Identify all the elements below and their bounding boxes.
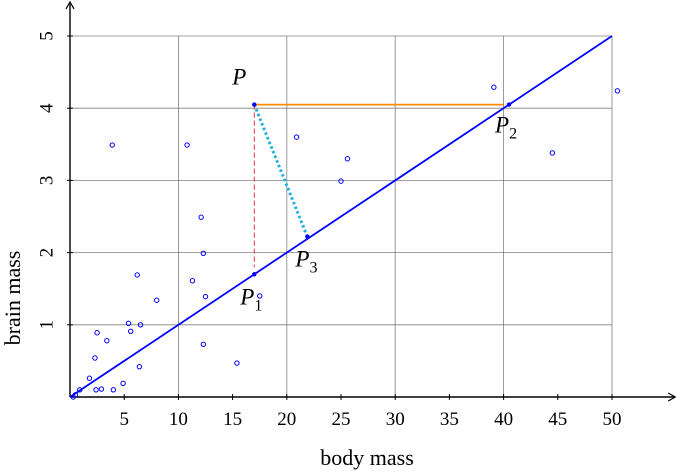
- annotation-subscript: 1: [254, 297, 262, 314]
- x-tick-label: 35: [440, 409, 459, 430]
- data-point: [136, 363, 143, 370]
- data-point: [134, 272, 140, 278]
- annotation-point: [252, 272, 257, 277]
- y-tick-label: 2: [36, 248, 57, 258]
- x-tick-label: 20: [277, 409, 296, 430]
- annotation-label: P1: [239, 284, 262, 314]
- data-point: [200, 341, 207, 347]
- x-tick-label: 40: [494, 409, 513, 430]
- y-tick-label: 4: [36, 103, 57, 113]
- data-point: [293, 134, 300, 140]
- data-point: [128, 328, 134, 334]
- data-point: [202, 293, 209, 300]
- y-tick-label: 5: [36, 31, 57, 41]
- data-point: [198, 214, 204, 220]
- y-axis-arrow: [65, 0, 75, 10]
- annotation-subscript: 2: [509, 126, 517, 143]
- data-point: [120, 380, 126, 386]
- data-point: [549, 150, 556, 156]
- data-point: [491, 84, 497, 90]
- data-point: [94, 330, 100, 336]
- segment: [252, 104, 309, 238]
- data-point: [98, 386, 105, 392]
- y-tick-label: 1: [36, 320, 57, 330]
- annotation-letter: P: [294, 247, 309, 272]
- data-point: [338, 178, 344, 184]
- y-axis-label: brain mass: [0, 251, 25, 346]
- data-point: [200, 250, 207, 257]
- x-tick-label: 45: [548, 409, 567, 430]
- annotation-point: [252, 102, 257, 107]
- x-tick-label: 5: [119, 409, 129, 430]
- annotation-point: [506, 102, 512, 107]
- y-tick-label: 3: [36, 176, 57, 186]
- x-tick-label: 10: [169, 409, 188, 430]
- data-point: [86, 375, 93, 381]
- x-tick-label: 15: [223, 409, 242, 430]
- data-point: [257, 293, 263, 299]
- x-axis-label: body mass: [320, 445, 414, 470]
- data-point: [137, 322, 144, 328]
- x-tick-label: 50: [603, 409, 622, 430]
- data-point: [109, 142, 115, 148]
- annotation-label: P: [231, 65, 246, 90]
- annotation-letter: P: [231, 65, 246, 90]
- data-point: [125, 320, 132, 327]
- data-point: [614, 88, 621, 94]
- annotation-label: P3: [294, 247, 317, 277]
- fit-line: [69, 35, 613, 398]
- data-point: [344, 156, 351, 162]
- annotation-label: P2: [494, 113, 517, 143]
- annotation-letter: P: [494, 113, 509, 138]
- annotation-point: [305, 234, 310, 239]
- data-point: [234, 360, 240, 366]
- data-point: [93, 387, 99, 393]
- data-point: [154, 297, 160, 303]
- data-point: [189, 278, 196, 284]
- x-tick-label: 25: [332, 409, 351, 430]
- x-axis-arrow: [667, 392, 677, 402]
- data-point: [104, 337, 110, 344]
- annotation-letter: P: [239, 284, 254, 309]
- x-tick-label: 30: [386, 409, 405, 430]
- data-point: [92, 355, 98, 361]
- data-point: [110, 387, 117, 393]
- data-point: [184, 142, 190, 148]
- annotation-subscript: 3: [309, 260, 317, 277]
